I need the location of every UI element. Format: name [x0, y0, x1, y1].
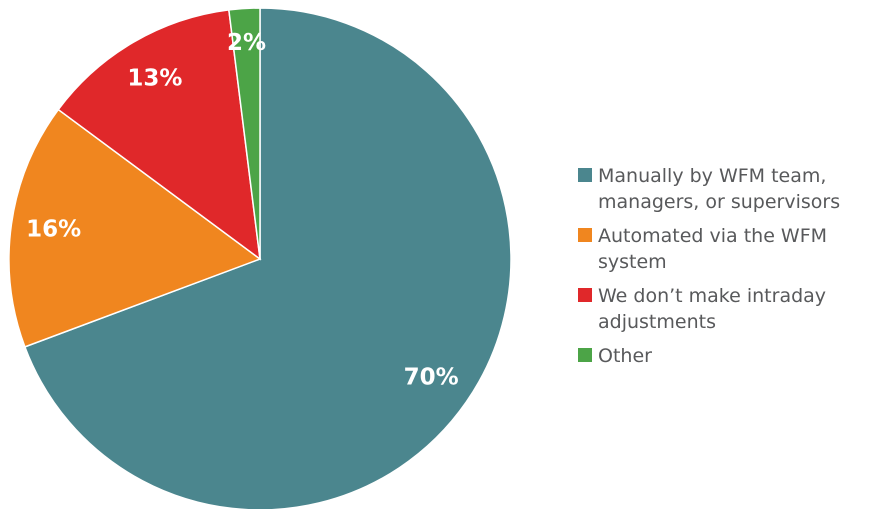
legend-item: Other	[578, 343, 883, 369]
legend-swatch	[578, 348, 592, 362]
legend-label: Manually by WFM team, managers, or super…	[598, 165, 841, 213]
legend-item: We don’t make intraday adjustments	[578, 283, 883, 335]
legend-item: Manually by WFM team, managers, or super…	[578, 163, 883, 215]
data-label: 2%	[227, 30, 266, 56]
legend-swatch	[578, 228, 592, 242]
legend: Manually by WFM team, managers, or super…	[578, 163, 883, 377]
pie-slice	[57, 9, 261, 261]
pie-slice	[8, 108, 262, 348]
pie-slice	[228, 7, 261, 260]
legend-label: Automated via the WFM system	[598, 225, 828, 273]
legend-swatch	[578, 288, 592, 302]
pie: 70% 16% 13% 2%	[8, 7, 512, 509]
pie-slice	[23, 7, 512, 509]
data-label: 16%	[26, 216, 81, 242]
data-label: 13%	[127, 66, 182, 92]
legend-label: Other	[598, 345, 652, 367]
legend-label: We don’t make intraday adjustments	[598, 285, 827, 333]
legend-item: Automated via the WFM system	[578, 223, 883, 275]
data-label: 70%	[404, 364, 459, 390]
legend-swatch	[578, 168, 592, 182]
